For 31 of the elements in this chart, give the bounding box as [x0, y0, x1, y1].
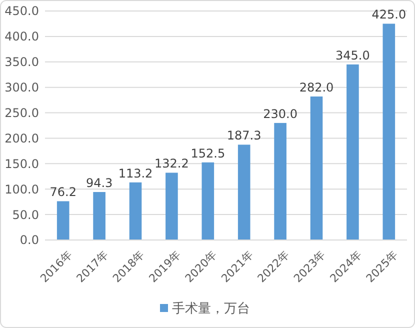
y-tick-label: 100.0 — [4, 182, 39, 196]
bar — [382, 24, 396, 240]
legend-label: 手术量，万台 — [172, 302, 250, 317]
y-tick-label: 200.0 — [4, 131, 39, 146]
bar — [56, 201, 70, 240]
bar — [346, 64, 359, 240]
data-label: 345.0 — [336, 48, 370, 62]
data-label: 132.2 — [154, 156, 189, 171]
data-label: 282.0 — [299, 80, 334, 94]
bar — [274, 122, 286, 240]
data-label: 94.3 — [86, 176, 113, 190]
y-tick-label: 250.0 — [4, 106, 39, 120]
y-tick-label: 300.0 — [4, 80, 39, 95]
bar — [129, 182, 142, 240]
bar — [93, 192, 106, 240]
data-label: 76.2 — [50, 185, 76, 200]
y-tick-label: 400.0 — [4, 30, 39, 44]
bar — [238, 144, 250, 240]
y-tick-label: 150.0 — [4, 156, 39, 171]
bar — [310, 96, 323, 240]
y-tick-label: 0.0 — [20, 233, 39, 248]
data-label: 425.0 — [372, 8, 406, 22]
data-label: 230.0 — [263, 106, 298, 121]
y-tick-label: 50.0 — [12, 208, 39, 222]
bar — [202, 162, 214, 240]
y-tick-label: 450.0 — [4, 4, 39, 18]
data-label: 152.5 — [190, 146, 226, 160]
y-tick-label: 350.0 — [4, 55, 39, 70]
bar — [166, 172, 178, 240]
data-label: 113.2 — [118, 166, 153, 180]
data-label: 187.3 — [226, 128, 262, 143]
